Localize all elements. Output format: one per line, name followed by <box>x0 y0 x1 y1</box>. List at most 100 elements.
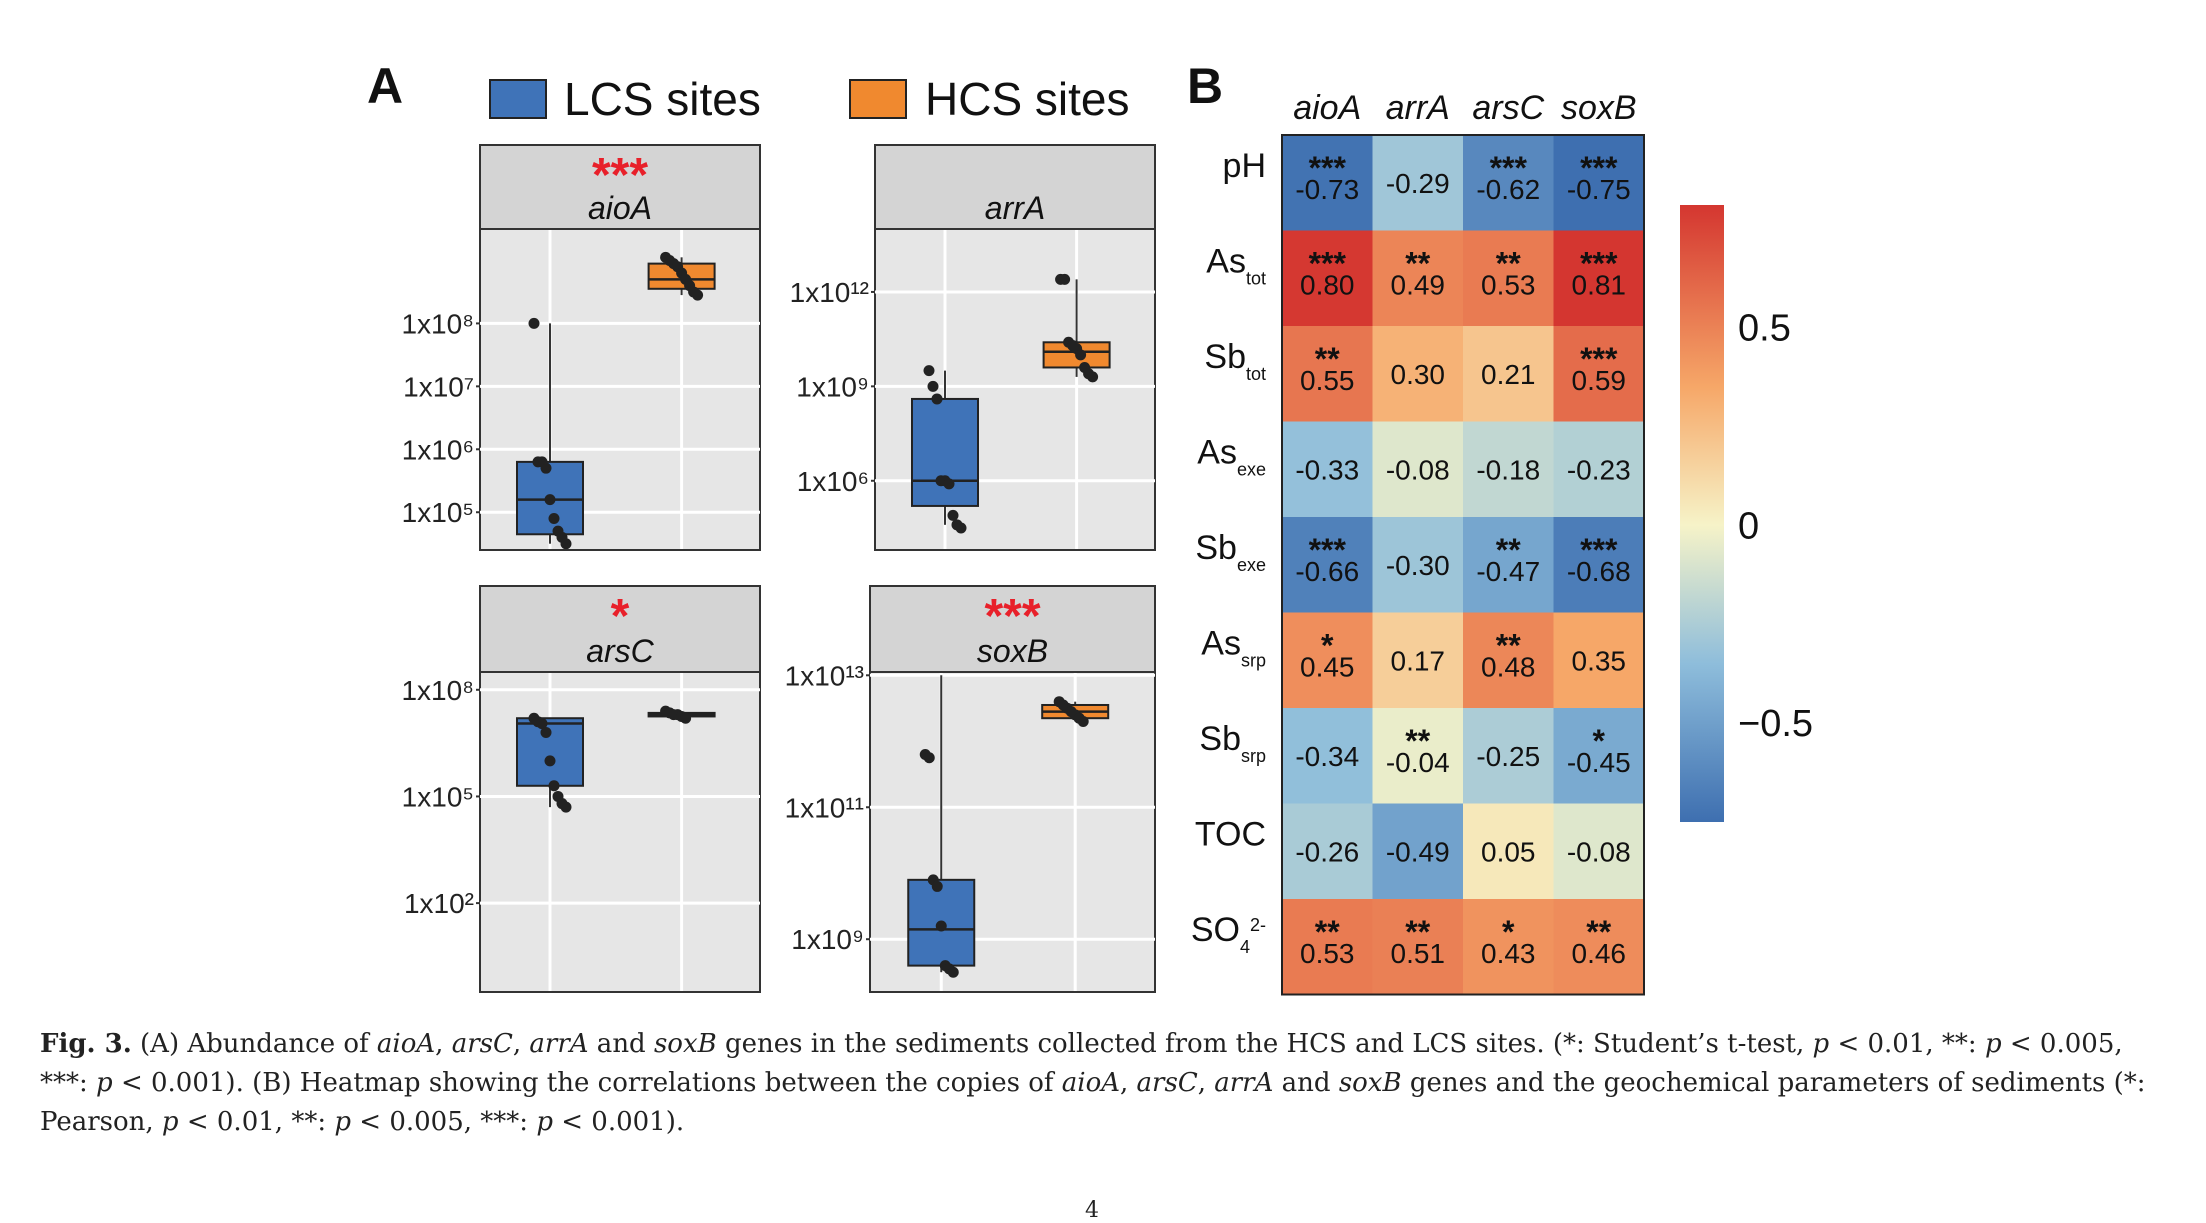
data-point <box>948 967 959 978</box>
caption-fragment: p <box>536 1107 553 1137</box>
caption-fragment: genes in the sediments collected from th… <box>717 1029 1813 1059</box>
caption-text: (A) Abundance of aioA, arsC, arrA and so… <box>40 1029 2146 1137</box>
heatmap-cell: **0.55 <box>1282 326 1373 422</box>
heatmap-cell: **-0.47 <box>1463 517 1554 613</box>
heatmap-cell-value: -0.47 <box>1476 556 1540 587</box>
heatmap-row-label: Sbtot <box>1204 338 1266 384</box>
correlation-heatmap: aioA arrA arsC soxBpH ***-0.73 -0.29 ***-0.62*… <box>1191 89 1644 995</box>
heatmap-cell-value: -0.08 <box>1567 837 1631 868</box>
data-point <box>1087 371 1098 382</box>
boxplot-panels: aioA***1x10⁸1x10⁷1x10⁶1x10⁵arrA1x10¹²1x1… <box>401 145 1155 992</box>
y-tick-label: 1x10⁶ <box>402 434 474 465</box>
heatmap-cell: -0.08 <box>1373 422 1464 518</box>
heatmap-column-label: aioA <box>1293 89 1361 127</box>
data-point <box>932 881 943 892</box>
heatmap-cell-value: -0.73 <box>1295 174 1359 205</box>
heatmap-cell: **0.48 <box>1463 613 1554 709</box>
colorbar-tick-label: 0.5 <box>1738 308 1791 350</box>
data-point <box>948 510 959 521</box>
y-tick-label: 1x10⁵ <box>402 497 474 528</box>
legend-swatch-hcs <box>850 80 906 118</box>
heatmap-row-label: Asexe <box>1197 434 1266 480</box>
legend-label-lcs: LCS sites <box>564 73 761 125</box>
data-point <box>561 538 572 549</box>
box-iqr <box>912 399 978 506</box>
caption-fragment: aioA <box>1062 1068 1120 1098</box>
caption-fragment: , <box>435 1029 452 1059</box>
heatmap-cell: *-0.45 <box>1554 708 1645 804</box>
heatmap-cell: **0.53 <box>1463 231 1554 327</box>
heatmap-cell: -0.34 <box>1282 708 1373 804</box>
data-point <box>692 290 703 301</box>
heatmap-cell-value: 0.55 <box>1300 365 1355 396</box>
heatmap-cell: 0.17 <box>1373 613 1464 709</box>
data-point <box>928 381 939 392</box>
heatmap-cell: ***-0.75 <box>1554 135 1645 231</box>
boxplot-panel-arrA: arrA 1x10¹² 1x10⁹ 1x10⁶ <box>790 145 1155 550</box>
heatmap-cell: -0.25 <box>1463 708 1554 804</box>
caption-fragment: p <box>96 1068 113 1098</box>
data-point <box>932 393 943 404</box>
caption-fragment: arrA <box>1214 1068 1273 1098</box>
heatmap-cell: -0.08 <box>1554 804 1645 900</box>
heatmap-cell: *0.43 <box>1463 899 1554 995</box>
heatmap-row-label: Astot <box>1206 243 1266 289</box>
legend-swatch-lcs <box>490 80 546 118</box>
caption-fragment: p <box>334 1107 351 1137</box>
y-tick-label: 1x10⁹ <box>791 924 864 955</box>
heatmap-cell-value: 0.53 <box>1481 270 1536 301</box>
y-tick-label: 1x10⁷ <box>403 371 474 402</box>
heatmap-row-label: Sbexe <box>1195 529 1266 575</box>
data-point <box>561 802 572 813</box>
y-tick-label: 1x10⁶ <box>797 466 869 497</box>
caption-fragment: (A) Abundance of <box>132 1029 377 1059</box>
heatmap-cell-value: -0.62 <box>1476 174 1540 205</box>
significance-stars: *** <box>592 149 648 202</box>
panel-label-a: A <box>367 58 403 114</box>
heatmap-cell-value: 0.05 <box>1481 837 1536 868</box>
heatmap-cell: ***-0.68 <box>1554 517 1645 613</box>
heatmap-column-label: arsC <box>1472 89 1544 127</box>
heatmap-cell-value: 0.30 <box>1391 359 1446 390</box>
heatmap-cell-value: -0.68 <box>1567 556 1631 587</box>
data-point <box>924 752 935 763</box>
heatmap-cell: ***0.59 <box>1554 326 1645 422</box>
figure-caption: Fig. 3. (A) Abundance of aioA, arsC, arr… <box>40 1025 2160 1142</box>
heatmap-cell: ***-0.73 <box>1282 135 1373 231</box>
heatmap-cell-value: -0.08 <box>1386 455 1450 486</box>
colorbar-tick-label: −0.5 <box>1738 703 1813 745</box>
heatmap-cell-value: 0.59 <box>1572 365 1627 396</box>
caption-fragment: p <box>1813 1029 1830 1059</box>
heatmap-row-label: pH <box>1223 147 1266 185</box>
significance-stars: * <box>611 590 630 643</box>
data-point <box>545 755 556 766</box>
colorbar-bar <box>1680 205 1724 822</box>
data-point <box>541 463 552 474</box>
heatmap-cell-value: -0.33 <box>1295 455 1359 486</box>
caption-fragment: soxB <box>654 1029 717 1059</box>
caption-fragment: < 0.001). <box>553 1107 684 1137</box>
y-tick-label: 1x10⁸ <box>401 675 474 706</box>
heatmap-cell-value: -0.18 <box>1476 455 1540 486</box>
heatmap-cell-value: -0.45 <box>1567 747 1631 778</box>
heatmap-cell: *0.45 <box>1282 613 1373 709</box>
heatmap-row-label: Sbsrp <box>1199 720 1266 766</box>
heatmap-cell: ***0.80 <box>1282 231 1373 327</box>
data-point <box>549 780 560 791</box>
y-tick-label: 1x10¹³ <box>785 660 864 691</box>
box-iqr <box>517 718 583 786</box>
caption-fragment: arrA <box>529 1029 588 1059</box>
heatmap-cell-value: -0.75 <box>1567 174 1631 205</box>
boxplot-panel-soxB: soxB***1x10¹³1x10¹¹1x10⁹ <box>785 586 1155 992</box>
panel-label-b: B <box>1187 58 1223 114</box>
significance-stars: *** <box>984 590 1040 643</box>
heatmap-cell: -0.26 <box>1282 804 1373 900</box>
heatmap-cell-value: 0.46 <box>1572 938 1627 969</box>
y-tick-label: 1x10⁹ <box>796 371 869 402</box>
heatmap-row-label: SO42- <box>1191 911 1266 957</box>
heatmap-cell: **0.49 <box>1373 231 1464 327</box>
heatmap-cell-value: 0.43 <box>1481 938 1536 969</box>
heatmap-row-label: Assrp <box>1201 625 1266 671</box>
heatmap-colorbar: 0.5 0 −0.5 <box>1680 205 1813 822</box>
caption-fragment: , <box>1120 1068 1137 1098</box>
